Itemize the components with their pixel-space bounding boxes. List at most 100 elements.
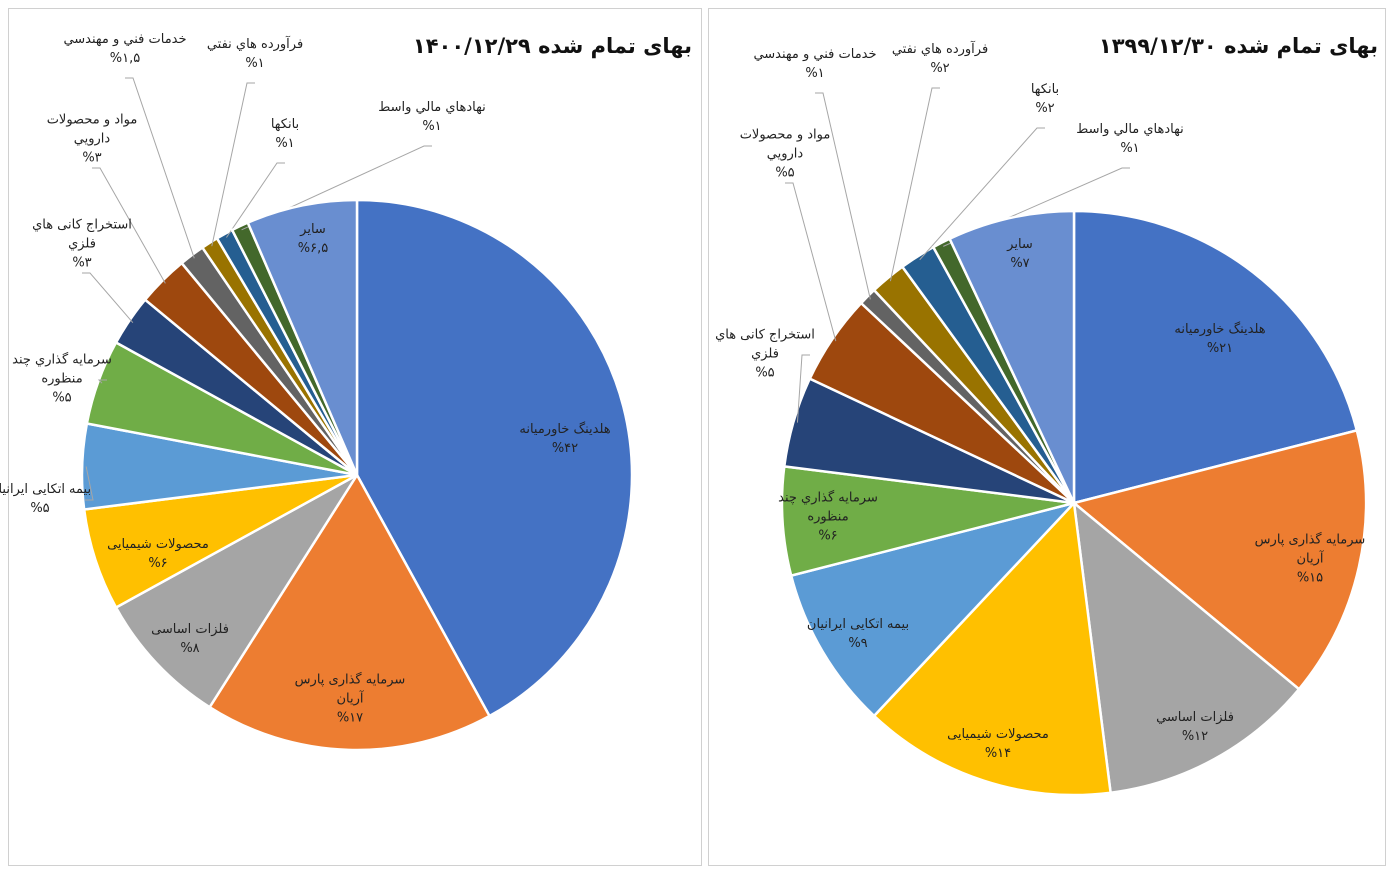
- pie-slice: [872, 500, 1112, 797]
- value-label: %۷: [1010, 256, 1030, 271]
- category-label: استخراج کانی هاي فلزي: [715, 327, 815, 362]
- leader-line: [125, 77, 195, 259]
- category-label: مواد و محصولات دارويي: [46, 112, 138, 147]
- category-label: هلدینگ خاورمیانه: [1174, 322, 1266, 338]
- value-label: %۸: [180, 641, 200, 656]
- value-label: %۶,۵: [297, 241, 329, 256]
- category-label: بانکها: [270, 117, 300, 133]
- category-label: ساير: [300, 222, 326, 238]
- value-label: %۱: [805, 66, 825, 81]
- category-label: بانکها: [1030, 82, 1060, 98]
- value-label: %۲۱: [1206, 341, 1234, 356]
- leader-line: [97, 379, 107, 384]
- slice-label: فرآورده هاي نفتي %۱: [190, 36, 320, 74]
- value-label: %۵: [30, 501, 50, 516]
- category-label: بیمه اتکایی ایرانیان: [0, 482, 92, 498]
- category-label: سرمایه گذاری پارس آریان: [1254, 532, 1366, 567]
- slice-label: سرمایه گذاری پارس آریان %۱۵: [1245, 532, 1375, 589]
- category-label: نهادهاي مالي واسط: [1076, 122, 1184, 138]
- slice-label: نهادهاي مالي واسط %۱: [1065, 121, 1195, 159]
- category-label: فرآورده هاي نفتي: [206, 37, 304, 53]
- value-label: %۳: [82, 150, 102, 166]
- slice-label: هلدینگ خاورمیانه %۲۱: [1155, 321, 1285, 359]
- value-label: %۹: [848, 636, 868, 651]
- category-label: سرمایه گذاری پارس آریان: [294, 672, 406, 707]
- value-label: %۲: [1035, 101, 1055, 116]
- category-label: استخراج کانی هاي فلزي: [32, 217, 132, 252]
- leader-line: [796, 354, 810, 423]
- value-label: %۱: [245, 56, 265, 71]
- slice-label: خدمات فني و مهندسي %۱: [750, 46, 880, 84]
- slice-label: مواد و محصولات دارويي %۵: [720, 127, 850, 184]
- value-label: %۱۵: [1296, 570, 1324, 586]
- slice-label: محصولات شیمیایی %۱۴: [933, 726, 1063, 764]
- slice-label: استخراج کانی هاي فلزي %۳: [17, 217, 147, 274]
- category-label: فلزات اساسي: [1156, 710, 1234, 726]
- slice-label: سرمایه گذاري چند منظوره %۶: [763, 490, 893, 547]
- pie-slice: [948, 209, 1076, 504]
- pie-slice: [1072, 209, 1359, 505]
- category-label: سرمایه گذاري چند منظوره: [12, 352, 112, 387]
- leader-line: [211, 82, 255, 247]
- slice-label: مواد و محصولات دارويي %۳: [27, 112, 157, 169]
- category-label: هلدینگ خاورمیانه: [519, 422, 611, 438]
- category-label: مواد و محصولات دارويي: [739, 127, 831, 162]
- value-label: %۱: [275, 136, 295, 151]
- category-label: نهادهاي مالي واسط: [378, 100, 486, 116]
- panel: [8, 8, 702, 866]
- value-label: %۶: [148, 556, 168, 571]
- value-label: %۶: [818, 528, 838, 544]
- slice-label: محصولات شیمیایی %۶: [93, 536, 223, 574]
- slice-label: ساير %۷: [955, 236, 1085, 274]
- leader-line: [889, 87, 940, 282]
- value-label: %۵: [775, 165, 795, 181]
- category-label: خدمات فني و مهندسي: [753, 47, 877, 63]
- leader-line: [92, 167, 166, 284]
- category-label: ساير: [1007, 237, 1033, 253]
- category-label: فلزات اساسی: [151, 622, 229, 638]
- panel: [708, 8, 1386, 866]
- slice-label: ساير %۶,۵: [248, 221, 378, 259]
- slice-label: فلزات اساسي %۱۲: [1130, 709, 1260, 747]
- slice-label: هلدینگ خاورمیانه %۴۲: [500, 421, 630, 459]
- leader-line: [785, 182, 837, 342]
- slice-label: نهادهاي مالي واسط %۱: [367, 99, 497, 137]
- slice-label: سرمایه گذاری پارس آریان %۱۷: [285, 672, 415, 729]
- chart-title: بهای تمام شده ۱۴۰۰/۱۲/۲۹: [412, 34, 692, 58]
- value-label: %۲: [930, 61, 950, 76]
- category-label: محصولات شیمیایی: [947, 727, 1049, 743]
- leader-line: [85, 466, 94, 501]
- slice-label: بانکها %۱: [220, 116, 350, 154]
- slice-label: سرمایه گذاري چند منظوره %۵: [0, 352, 127, 409]
- pie-slice: [207, 472, 492, 752]
- value-label: %۴۲: [551, 441, 579, 456]
- pie-slice: [246, 198, 359, 476]
- slice-label: بانکها %۲: [980, 81, 1110, 119]
- value-label: %۱: [422, 119, 442, 134]
- value-label: %۵: [755, 365, 775, 381]
- pie-slice: [114, 473, 359, 709]
- leader-line: [82, 272, 134, 324]
- leader-line: [241, 145, 432, 231]
- slice-label: فرآورده هاي نفتي %۲: [875, 41, 1005, 79]
- slice-label: فلزات اساسی %۸: [125, 621, 255, 659]
- slice-label: خدمات فني و مهندسي %۱,۵: [60, 31, 190, 69]
- slice-label: استخراج کانی هاي فلزي %۵: [700, 327, 830, 384]
- pie-slice: [355, 198, 634, 718]
- category-label: فرآورده هاي نفتي: [891, 42, 989, 58]
- slice-label: بیمه اتکایی ایرانیان %۵: [0, 481, 105, 519]
- category-label: خدمات فني و مهندسي: [63, 32, 187, 48]
- value-label: %۱۷: [336, 710, 364, 726]
- value-label: %۱,۵: [109, 51, 141, 66]
- slice-label: بیمه اتکایی ایرانیان %۹: [793, 616, 923, 654]
- pie-slice: [1071, 428, 1368, 691]
- leader-line: [226, 162, 285, 238]
- category-label: محصولات شیمیایی: [107, 537, 209, 553]
- category-label: بیمه اتکایی ایرانیان: [806, 617, 910, 633]
- pie-slice: [789, 500, 1078, 718]
- value-label: %۱۲: [1181, 729, 1209, 744]
- value-label: %۱۴: [984, 746, 1012, 761]
- category-label: سرمایه گذاري چند منظوره: [778, 490, 878, 525]
